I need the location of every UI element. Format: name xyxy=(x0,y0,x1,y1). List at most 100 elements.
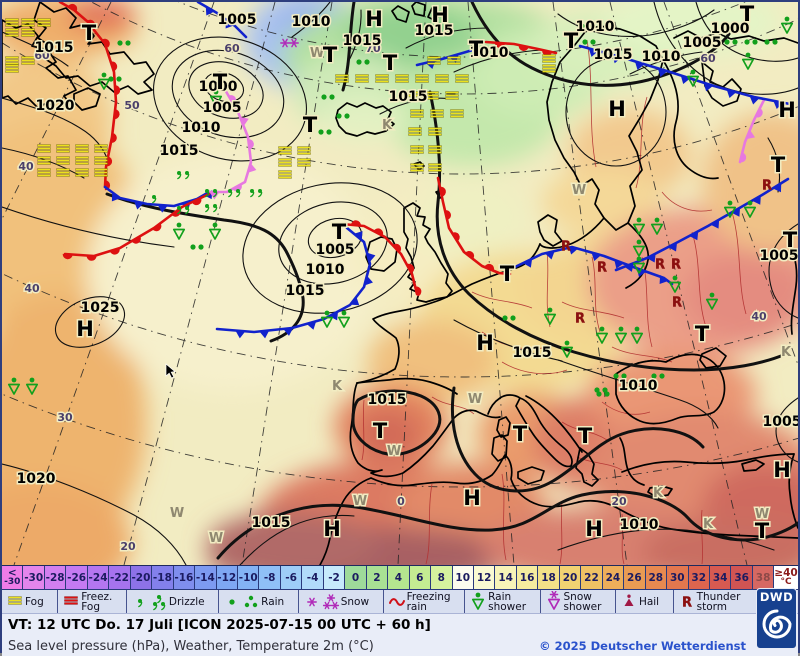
scale-cell: -28 xyxy=(44,566,67,589)
coast-canada xyxy=(2,19,77,111)
high-center-label: H xyxy=(476,331,494,355)
rain-shower-symbol xyxy=(7,377,21,395)
rain-symbol xyxy=(590,39,596,45)
coast-africa xyxy=(319,454,798,565)
fog-symbol xyxy=(5,56,19,65)
svg-text:R: R xyxy=(655,258,665,273)
dwd-spiral-icon xyxy=(762,609,792,639)
pressure-label: 1010 xyxy=(619,378,658,394)
low-center-label: T xyxy=(513,422,528,446)
hail-icon xyxy=(624,594,634,606)
low-center-label: T xyxy=(771,153,786,177)
fog-symbol xyxy=(450,109,464,118)
fog-symbol xyxy=(37,156,51,165)
snow-shower-icon xyxy=(547,590,560,610)
pressure-label: 1005 xyxy=(760,248,798,264)
fog-symbol xyxy=(37,18,51,27)
airmass-label: K xyxy=(382,118,393,133)
low-center-label: T xyxy=(213,70,228,94)
fog-symbol xyxy=(5,18,19,27)
legend-label: Hail xyxy=(638,595,660,608)
thunder-icon: R xyxy=(681,595,691,610)
rain-shower-symbol xyxy=(595,326,609,344)
rain-symbol xyxy=(117,40,123,46)
rain-shower-symbol xyxy=(543,307,557,325)
snow-symbol xyxy=(289,38,299,48)
rain-symbol xyxy=(772,39,778,45)
fog-symbol xyxy=(447,56,461,65)
pressure-label: 1015 xyxy=(343,33,382,49)
drizzle3-icon xyxy=(152,594,166,610)
rain-symbol xyxy=(116,76,122,82)
low-center-label: T xyxy=(695,322,710,346)
occluded-front xyxy=(738,98,766,164)
graticule-label: 50 xyxy=(124,99,140,112)
country-borders xyxy=(361,39,747,565)
fog-symbol xyxy=(395,74,409,83)
scale-cell: 18 xyxy=(538,566,560,589)
graticule-label: 30 xyxy=(57,411,73,424)
graticule-label: 40 xyxy=(751,310,767,323)
rain-symbol xyxy=(752,39,758,45)
rain-symbol xyxy=(321,94,327,100)
fog-symbol xyxy=(94,156,108,165)
pressure-label: 1015 xyxy=(252,515,291,531)
rain-symbol xyxy=(356,59,362,65)
fog-symbol xyxy=(425,91,439,100)
rain-symbol xyxy=(594,387,600,393)
airmass-label: W xyxy=(572,183,586,198)
fog-symbol xyxy=(410,163,424,172)
rain-icon xyxy=(229,598,235,605)
product-description-line: Sea level pressure (hPa), Weather, Tempe… xyxy=(2,636,798,656)
rain-symbol xyxy=(659,373,665,379)
legend-item-thunder-storm: R Thunder storm xyxy=(674,590,754,613)
coast-newfoundland xyxy=(73,87,101,111)
low-center-label: T xyxy=(303,113,318,137)
scale-cell: 8 xyxy=(431,566,453,589)
legend-item-rain: Rain xyxy=(219,590,299,613)
svg-text:R: R xyxy=(762,179,772,194)
pressure-label: 1020 xyxy=(17,471,56,487)
rain-symbol xyxy=(502,315,508,321)
fog-symbol xyxy=(375,74,389,83)
high-center-label: H xyxy=(431,3,449,27)
drizzle-symbol xyxy=(250,189,255,198)
fog-symbol xyxy=(428,163,442,172)
rain-symbol xyxy=(596,391,602,397)
high-center-label: H xyxy=(76,317,94,341)
pressure-label: 1005 xyxy=(683,35,722,51)
pressure-label: 1010 xyxy=(642,49,681,65)
fog-symbol xyxy=(21,28,35,37)
copyright: © 2025 Deutscher Wetterdienst xyxy=(539,639,746,653)
rain-shower-symbol xyxy=(630,326,644,344)
scale-cell: -22 xyxy=(109,566,131,589)
fog-symbol xyxy=(278,146,292,155)
drizzle-symbol xyxy=(236,189,241,198)
fog-symbol xyxy=(37,144,51,153)
pressure-label: 1015 xyxy=(160,143,199,159)
fog-symbol xyxy=(56,168,70,177)
coastlines xyxy=(2,2,798,565)
rain-shower-symbol xyxy=(668,275,682,293)
rain-symbol xyxy=(604,391,610,397)
low-center-label: T xyxy=(332,220,347,244)
legend-item-rain-shower: Rain shower xyxy=(465,590,541,613)
rain-shower-icon xyxy=(472,592,485,610)
pressure-label: 1020 xyxy=(36,98,75,114)
graticule-label: 20 xyxy=(120,540,136,553)
rain-shower-symbol xyxy=(632,217,646,235)
airmass-label: W xyxy=(209,531,223,546)
pressure-label: 1005 xyxy=(763,414,798,430)
airmass-label: W xyxy=(170,506,184,521)
pressure-label: 1015 xyxy=(368,392,407,408)
fog-symbol xyxy=(408,127,422,136)
rain-shower-symbol xyxy=(614,326,628,344)
fog-symbol xyxy=(428,127,442,136)
coast-finland xyxy=(662,59,719,180)
scale-cell: -10 xyxy=(237,566,260,589)
legend-item-snow: Snow xyxy=(299,590,384,613)
coast-uk xyxy=(403,202,453,303)
fog-symbol xyxy=(56,144,70,153)
graticule-label: 60 xyxy=(34,49,50,62)
